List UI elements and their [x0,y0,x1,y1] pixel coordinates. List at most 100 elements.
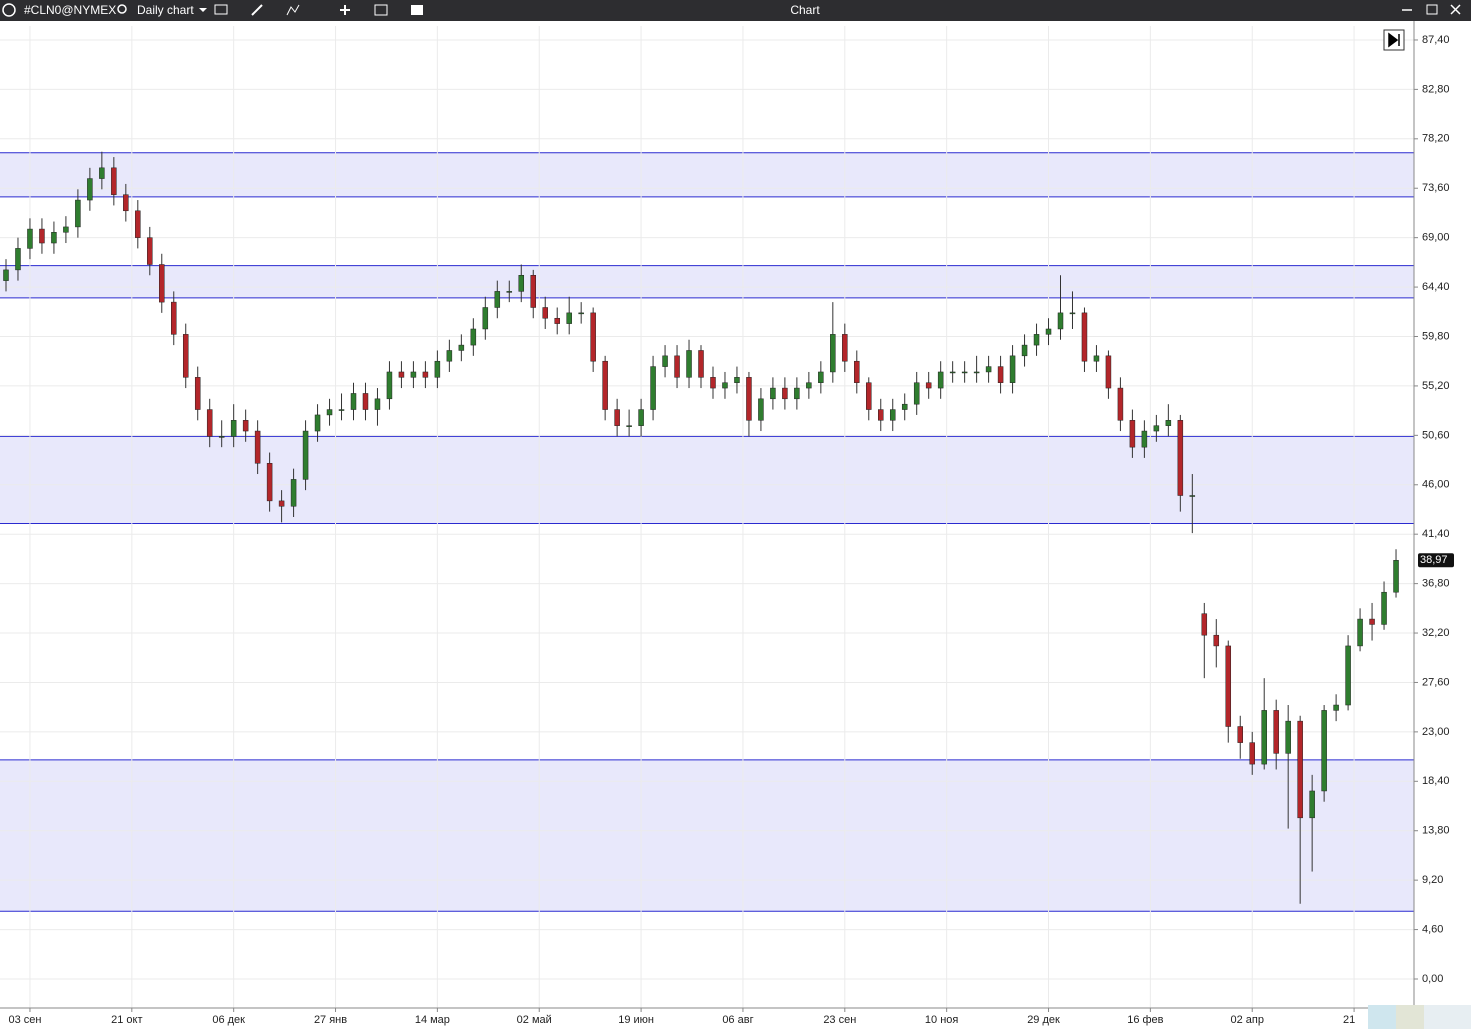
candle-body [51,232,57,244]
status-swatch [1424,1005,1471,1029]
y-tick-label: 87,40 [1422,34,1450,46]
x-tick-label: 06 дек [212,1014,245,1026]
candle-body [75,199,81,228]
candle-body [578,312,584,315]
candle-body [854,360,860,383]
candle-body [1357,618,1363,647]
draw-icon[interactable] [251,4,263,16]
candle-body [1237,726,1243,743]
candle-body [326,409,333,416]
y-tick-label: 18,40 [1422,775,1450,787]
candle-body [626,425,632,427]
layout-icon[interactable] [374,4,388,16]
candle-body [1177,420,1184,496]
y-tick-label: 41,40 [1422,528,1450,540]
candle-body [458,344,465,351]
candle-body [746,377,752,421]
candle-body [686,350,692,378]
toolbar: #CLN0@NYMEX Daily chart Chart [0,0,1471,21]
candle-body [1273,710,1279,754]
candle-body [171,301,177,335]
y-tick-label: 78,20 [1422,133,1450,145]
y-tick-label: 69,00 [1422,232,1450,244]
candle-body [470,328,477,346]
candle-body [674,355,680,378]
status-swatch [1368,1005,1396,1029]
candle-body [1381,591,1387,625]
app-logo[interactable] [2,3,16,17]
candle-body [1033,334,1040,346]
candle-body [925,382,932,389]
y-tick-label: 82,80 [1422,83,1450,95]
y-tick-label: 46,00 [1422,479,1450,491]
candle-body [794,387,800,400]
symbol[interactable]: #CLN0@NYMEX [24,3,116,17]
candle-body [878,409,884,421]
candle-body [39,228,45,244]
candle-body [542,307,548,319]
candle-body [518,275,525,292]
candle-body [1009,355,1016,383]
x-tick-label: 02 апр [1230,1014,1263,1026]
y-tick-label: 9,20 [1422,874,1443,886]
y-tick-label: 23,00 [1422,726,1450,738]
candle-body [770,387,776,400]
y-tick-label: 36,80 [1422,578,1450,590]
candle-body [1213,634,1220,647]
candle-body [123,194,129,212]
candle-body [1297,720,1303,819]
candle-body [530,275,536,308]
y-tick-label: 27,60 [1422,676,1450,688]
candle-body [135,210,141,238]
y-tick-label: 4,60 [1422,923,1443,935]
candle-body [1369,618,1375,625]
candle-body [278,500,285,507]
zone [0,152,1414,197]
candle-body [374,398,381,410]
x-tick-label: 06 авг [722,1014,753,1026]
candle-body [973,371,980,374]
candle-body [159,264,165,303]
candle-body [662,355,668,367]
candle-body [194,377,201,410]
maximize[interactable] [1426,4,1438,15]
tool-icon[interactable] [214,4,228,15]
y-tick-label: 50,60 [1422,429,1450,441]
timeframe[interactable]: Daily chart [137,3,194,17]
candle-body [206,409,213,437]
search-icon[interactable] [117,4,127,14]
candle-body [758,398,764,421]
y-tick-label: 73,60 [1422,182,1450,194]
candle-body [1105,355,1112,389]
toolbar-bg [0,0,1471,21]
candle-body [1165,420,1172,426]
candle-body [87,178,93,201]
panel-icon[interactable] [411,5,423,15]
candle-body [722,382,728,389]
candle-body [1057,312,1064,330]
x-tick-label: 03 сен [8,1014,41,1026]
candle-body [314,414,321,432]
candle-body [1285,720,1291,754]
dropdown[interactable] [199,8,207,12]
indicator-icon[interactable] [286,4,300,16]
candle-body [15,248,21,271]
candle-body [506,291,513,293]
add-icon[interactable] [340,5,350,15]
candle-body [338,409,345,411]
candle-body [27,228,33,249]
x-tick-label: 27 янв [314,1014,347,1026]
close[interactable] [1450,4,1461,15]
candle-body [590,312,596,362]
candle-body [1225,645,1232,727]
candle-body [1261,710,1267,765]
candle-body [1393,560,1399,593]
candle-body [710,377,716,389]
candle-body [1189,495,1196,497]
y-tick-label: 59,80 [1422,330,1450,342]
candle-body [698,350,704,378]
candle-body [350,393,357,410]
candle-body [482,307,489,330]
candle-body [410,371,417,378]
